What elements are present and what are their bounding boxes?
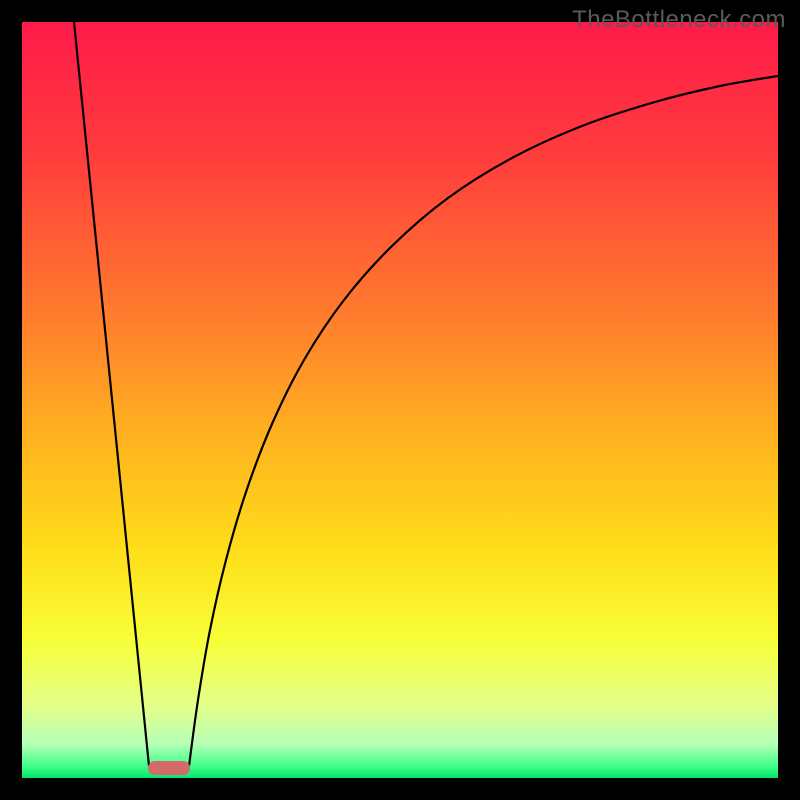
watermark-text: TheBottleneck.com <box>572 6 786 34</box>
optimal-point-marker <box>148 761 190 775</box>
chart-container: TheBottleneck.com <box>0 0 800 800</box>
chart-background-gradient <box>22 22 778 778</box>
bottleneck-chart <box>0 0 800 800</box>
